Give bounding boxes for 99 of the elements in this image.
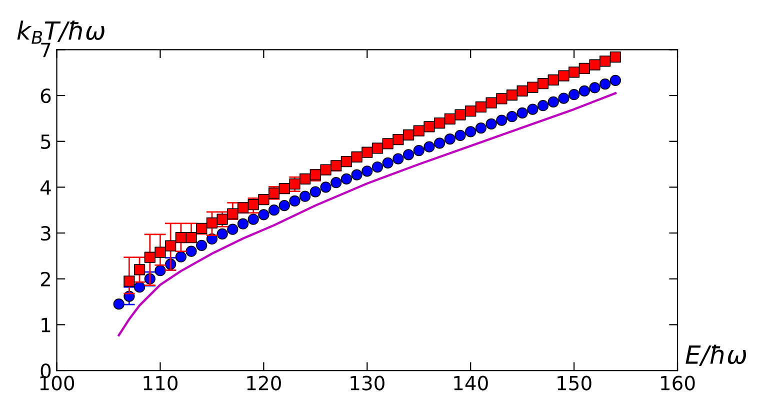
point xyxy=(206,217,218,229)
point xyxy=(506,89,518,101)
x-tick-label: 140 xyxy=(454,376,488,390)
x-axis-title: E/ħω xyxy=(686,344,746,366)
point xyxy=(300,173,311,185)
point xyxy=(424,141,435,152)
point xyxy=(362,146,373,158)
point xyxy=(175,251,186,262)
point xyxy=(216,228,228,240)
point xyxy=(516,85,528,96)
point xyxy=(475,101,487,113)
point xyxy=(402,149,414,160)
point xyxy=(186,246,197,257)
point xyxy=(413,144,424,156)
point xyxy=(154,246,166,258)
point xyxy=(134,264,146,276)
point xyxy=(382,138,394,150)
point xyxy=(144,252,156,263)
point xyxy=(486,118,497,130)
point xyxy=(568,66,580,78)
point xyxy=(124,276,135,287)
point xyxy=(340,156,352,168)
point xyxy=(289,195,300,207)
point xyxy=(372,142,384,154)
x-tick-label: 150 xyxy=(558,376,592,390)
point xyxy=(527,104,538,115)
point xyxy=(237,218,249,230)
point xyxy=(351,151,362,163)
point xyxy=(537,100,549,112)
point xyxy=(589,82,600,94)
point xyxy=(548,96,559,108)
y-tick-label: 6 xyxy=(40,88,51,104)
point xyxy=(496,93,508,104)
point xyxy=(434,138,446,149)
point xyxy=(227,208,238,220)
point xyxy=(486,97,497,108)
point xyxy=(392,134,404,146)
point xyxy=(444,113,456,124)
point xyxy=(330,177,342,188)
point xyxy=(610,51,622,63)
point xyxy=(392,153,404,164)
point xyxy=(600,56,611,67)
point xyxy=(258,209,270,220)
point xyxy=(154,265,166,276)
y-tick-label: 5 xyxy=(41,134,50,150)
point xyxy=(548,74,559,86)
point xyxy=(372,161,384,173)
point xyxy=(465,106,476,117)
y-tick-label: 3 xyxy=(41,226,50,241)
point xyxy=(165,240,176,252)
point xyxy=(475,122,487,134)
y-tick-label: 4 xyxy=(40,180,51,195)
x-tick-label: 160 xyxy=(661,376,695,390)
point xyxy=(444,133,456,145)
x-tick-label: 130 xyxy=(350,376,384,390)
point xyxy=(278,182,290,194)
point xyxy=(454,109,466,120)
point xyxy=(351,169,362,180)
point xyxy=(289,178,300,190)
point xyxy=(216,214,228,225)
point xyxy=(382,157,394,168)
point xyxy=(465,126,476,138)
point xyxy=(496,114,508,126)
point xyxy=(113,298,124,310)
point xyxy=(227,224,238,235)
y-tick-label: 1 xyxy=(42,318,50,332)
y-tick-label: 2 xyxy=(40,272,50,286)
line-series xyxy=(118,92,617,336)
point xyxy=(589,59,600,70)
point xyxy=(196,240,208,251)
point xyxy=(558,92,570,104)
y-axis-title: k$_{B}$T/ħω xyxy=(17,20,104,44)
point xyxy=(300,190,311,202)
point xyxy=(424,121,435,132)
point xyxy=(434,117,446,129)
point xyxy=(362,166,373,177)
point xyxy=(600,78,611,90)
point xyxy=(527,82,538,93)
point xyxy=(506,111,518,122)
point xyxy=(537,78,549,90)
point xyxy=(268,204,280,216)
point xyxy=(558,70,570,82)
point xyxy=(320,164,332,176)
point xyxy=(516,107,528,119)
point xyxy=(578,62,590,74)
point xyxy=(578,85,590,96)
point xyxy=(310,186,321,198)
x-tick-label: 120 xyxy=(247,376,281,390)
point xyxy=(320,182,332,193)
point xyxy=(186,232,197,244)
point xyxy=(402,129,414,141)
x-tick-label: 110 xyxy=(144,376,178,390)
y-tick-label: 7 xyxy=(41,42,50,58)
point xyxy=(278,200,290,212)
point xyxy=(568,89,580,100)
point xyxy=(610,74,622,86)
point xyxy=(413,125,424,136)
point xyxy=(340,173,352,185)
point xyxy=(454,130,466,141)
